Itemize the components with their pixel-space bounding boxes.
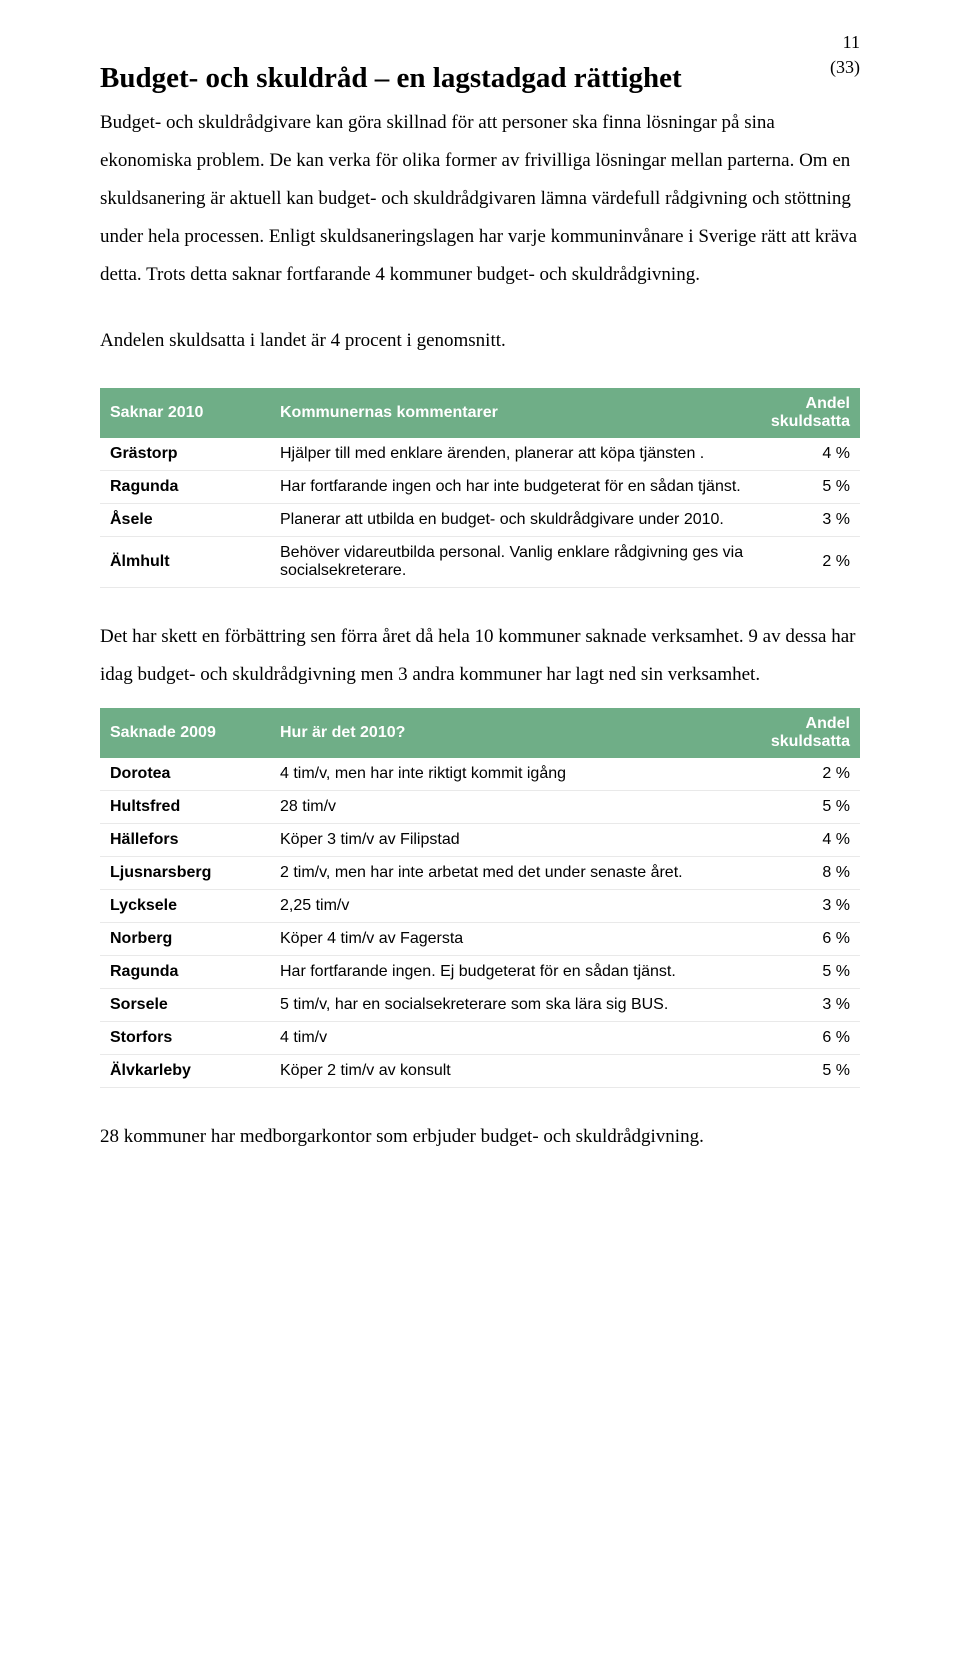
table-cell-comment: Köper 4 tim/v av Fagersta	[270, 922, 761, 955]
table-cell-name: Lycksele	[100, 889, 270, 922]
table-header-col2: Kommunernas kommentarer	[270, 388, 761, 438]
table-cell-name: Dorotea	[100, 758, 270, 791]
table-cell-comment: Planerar att utbilda en budget- och skul…	[270, 503, 761, 536]
table-cell-pct: 4 %	[761, 438, 860, 471]
table-row: Lycksele2,25 tim/v3 %	[100, 889, 860, 922]
table-row: NorbergKöper 4 tim/v av Fagersta6 %	[100, 922, 860, 955]
table-cell-name: Älvkarleby	[100, 1054, 270, 1087]
table-cell-pct: 5 %	[761, 955, 860, 988]
table-cell-pct: 3 %	[761, 988, 860, 1021]
table-cell-comment: 5 tim/v, har en socialsekreterare som sk…	[270, 988, 761, 1021]
table-cell-name: Storfors	[100, 1021, 270, 1054]
table-cell-comment: Köper 2 tim/v av konsult	[270, 1054, 761, 1087]
paragraph-4: 28 kommuner har medborgarkontor som erbj…	[100, 1118, 860, 1156]
table-row: ÄlvkarlebyKöper 2 tim/v av konsult5 %	[100, 1054, 860, 1087]
table-row: RagundaHar fortfarande ingen och har int…	[100, 470, 860, 503]
table-row: Hultsfred28 tim/v5 %	[100, 790, 860, 823]
page: 11 (33) Budget- och skuldråd – en lagsta…	[0, 0, 960, 1244]
table-cell-comment: Hjälper till med enklare ärenden, planer…	[270, 438, 761, 471]
table-header-col1: Saknade 2009	[100, 708, 270, 758]
table-cell-pct: 6 %	[761, 922, 860, 955]
table-cell-comment: Har fortfarande ingen och har inte budge…	[270, 470, 761, 503]
table-row: GrästorpHjälper till med enklare ärenden…	[100, 438, 860, 471]
table-header-col3: Andel skuldsatta	[761, 388, 860, 438]
table-row: ÅselePlanerar att utbilda en budget- och…	[100, 503, 860, 536]
table-cell-comment: 2 tim/v, men har inte arbetat med det un…	[270, 856, 761, 889]
paragraph-1: Budget- och skuldrådgivare kan göra skil…	[100, 104, 860, 294]
page-num-total: (33)	[830, 57, 860, 77]
table-cell-comment: 28 tim/v	[270, 790, 761, 823]
table-cell-pct: 8 %	[761, 856, 860, 889]
table-header-col3: Andel skuldsatta	[761, 708, 860, 758]
table-cell-pct: 5 %	[761, 790, 860, 823]
table-cell-name: Åsele	[100, 503, 270, 536]
table-cell-pct: 3 %	[761, 889, 860, 922]
table-cell-comment: 2,25 tim/v	[270, 889, 761, 922]
page-title: Budget- och skuldråd – en lagstadgad rät…	[100, 60, 860, 98]
table-cell-pct: 5 %	[761, 1054, 860, 1087]
table-row: Dorotea4 tim/v, men har inte riktigt kom…	[100, 758, 860, 791]
table-cell-name: Ragunda	[100, 955, 270, 988]
table-cell-pct: 5 %	[761, 470, 860, 503]
page-num-current: 11	[843, 32, 860, 52]
paragraph-3: Det har skett en förbättring sen förra å…	[100, 618, 860, 694]
table-cell-name: Hultsfred	[100, 790, 270, 823]
table-cell-comment: Köper 3 tim/v av Filipstad	[270, 823, 761, 856]
paragraph-2: Andelen skuldsatta i landet är 4 procent…	[100, 322, 860, 360]
table-missing-2009: Saknade 2009 Hur är det 2010? Andel skul…	[100, 708, 860, 1088]
table-cell-pct: 2 %	[761, 758, 860, 791]
table-header-col1: Saknar 2010	[100, 388, 270, 438]
table-cell-pct: 2 %	[761, 536, 860, 587]
table-cell-pct: 6 %	[761, 1021, 860, 1054]
table-cell-name: Ragunda	[100, 470, 270, 503]
table-cell-comment: 4 tim/v, men har inte riktigt kommit igå…	[270, 758, 761, 791]
table-row: ÄlmhultBehöver vidareutbilda personal. V…	[100, 536, 860, 587]
table-row: Sorsele5 tim/v, har en socialsekreterare…	[100, 988, 860, 1021]
table-cell-name: Ljusnarsberg	[100, 856, 270, 889]
table-cell-pct: 4 %	[761, 823, 860, 856]
table-cell-comment: Behöver vidareutbilda personal. Vanlig e…	[270, 536, 761, 587]
table-header-row: Saknade 2009 Hur är det 2010? Andel skul…	[100, 708, 860, 758]
table-cell-name: Norberg	[100, 922, 270, 955]
table-cell-name: Hällefors	[100, 823, 270, 856]
table-cell-name: Älmhult	[100, 536, 270, 587]
table-row: HälleforsKöper 3 tim/v av Filipstad4 %	[100, 823, 860, 856]
table-row: RagundaHar fortfarande ingen. Ej budgete…	[100, 955, 860, 988]
table-row: Ljusnarsberg2 tim/v, men har inte arbeta…	[100, 856, 860, 889]
table-cell-name: Sorsele	[100, 988, 270, 1021]
table-missing-2010: Saknar 2010 Kommunernas kommentarer Ande…	[100, 388, 860, 588]
table-cell-pct: 3 %	[761, 503, 860, 536]
page-number: 11 (33)	[830, 30, 860, 80]
table-header-row: Saknar 2010 Kommunernas kommentarer Ande…	[100, 388, 860, 438]
table-cell-comment: 4 tim/v	[270, 1021, 761, 1054]
table-row: Storfors4 tim/v6 %	[100, 1021, 860, 1054]
table-header-col2: Hur är det 2010?	[270, 708, 761, 758]
table-cell-name: Grästorp	[100, 438, 270, 471]
table-cell-comment: Har fortfarande ingen. Ej budgeterat för…	[270, 955, 761, 988]
